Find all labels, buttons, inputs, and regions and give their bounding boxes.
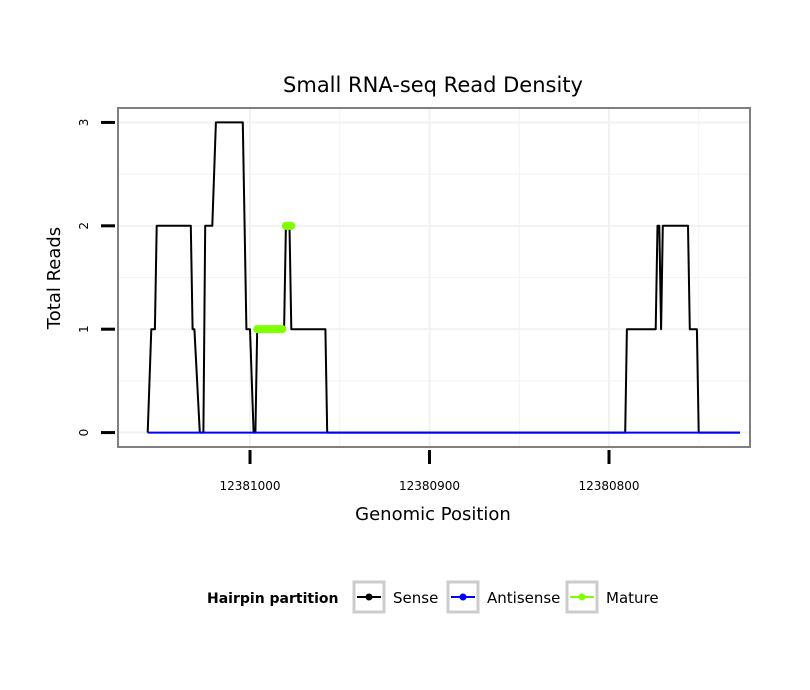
y-tick-label-3: 3 [77, 119, 91, 127]
legend-label-sense: Sense [393, 589, 438, 607]
x-tick-label-1: 12380900 [399, 479, 460, 493]
legend-key-antisense-dot [459, 593, 467, 601]
legend: Hairpin partition Sense Antisense Mature [207, 580, 659, 614]
legend-key-mature-dot [578, 593, 586, 601]
legend-label-mature: Mature [606, 589, 659, 607]
x-axis-label: Genomic Position [355, 504, 511, 525]
legend-label-antisense: Antisense [487, 589, 560, 607]
legend-key-sense-dot [365, 593, 373, 601]
x-tick-label-2: 12380800 [578, 479, 639, 493]
x-tick-label-0: 12381000 [219, 479, 280, 493]
y-tick-label-1: 1 [77, 325, 91, 333]
grid-lines [119, 109, 749, 446]
legend-title: Hairpin partition [207, 591, 338, 607]
chart-title: Small RNA-seq Read Density [283, 73, 583, 97]
axes: 12381000 12380900 12380800 0 1 2 3 [77, 119, 640, 493]
y-tick-label-0: 0 [77, 429, 91, 437]
y-axis-label: Total Reads [44, 227, 65, 330]
data-layer [146, 121, 740, 434]
y-tick-label-2: 2 [77, 222, 91, 230]
plot-panel-border [117, 107, 751, 448]
